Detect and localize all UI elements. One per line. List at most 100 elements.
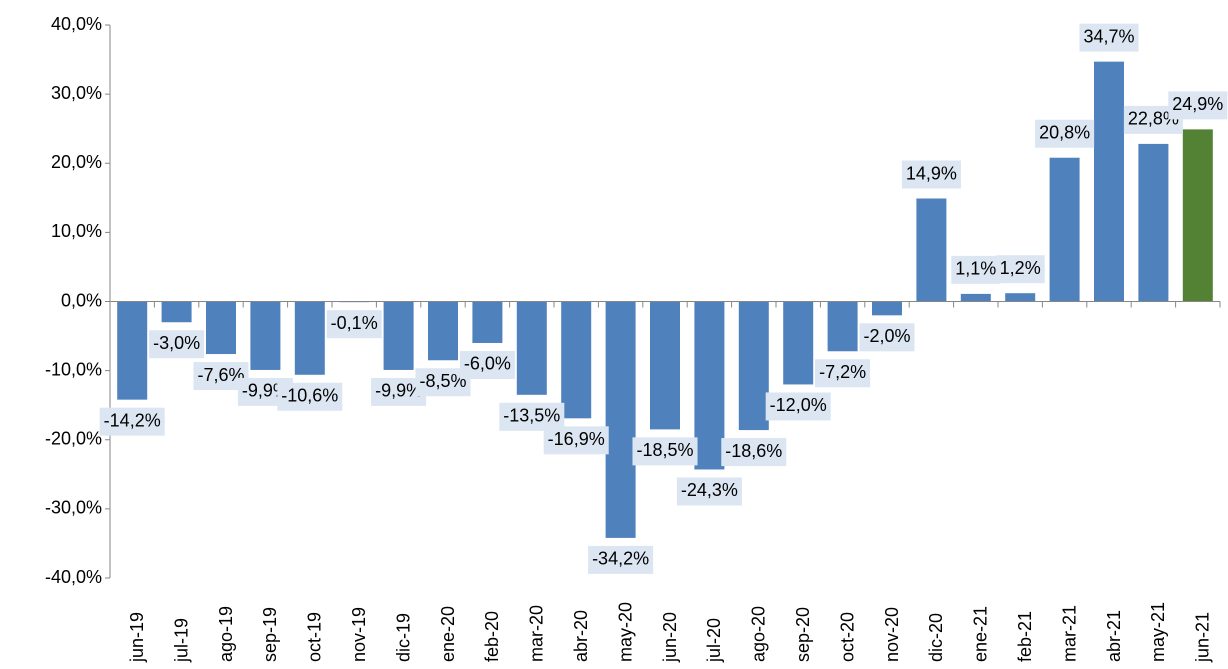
data-label: 20,8% xyxy=(1039,122,1090,142)
y-tick-label: -20,0% xyxy=(45,429,102,449)
x-tick-label: abr-20 xyxy=(571,610,591,662)
bar xyxy=(738,301,769,431)
data-label-bg xyxy=(149,330,205,359)
bar xyxy=(960,293,991,302)
data-label-bg xyxy=(588,545,654,574)
bar xyxy=(1005,293,1036,302)
y-tick-label: 10,0% xyxy=(51,221,102,241)
x-tick-label: may-20 xyxy=(615,602,635,662)
data-label: -3,0% xyxy=(153,333,200,353)
bar xyxy=(250,301,281,370)
data-label-bg xyxy=(1079,23,1139,52)
x-tick-label: oct-19 xyxy=(305,612,325,662)
x-tick-label: jun-20 xyxy=(660,612,680,663)
x-tick-label: dic-19 xyxy=(393,613,413,662)
data-label-bg xyxy=(543,426,609,455)
x-tick-label: ago-19 xyxy=(216,606,236,662)
y-tick-label: 20,0% xyxy=(51,152,102,172)
data-label: -0,1% xyxy=(331,313,378,333)
data-label: -12,0% xyxy=(770,395,827,415)
data-label-bg xyxy=(995,255,1045,284)
x-tick-label: mar-20 xyxy=(527,605,547,662)
bar xyxy=(1049,157,1080,302)
x-tick-label: nov-20 xyxy=(882,607,902,662)
x-tick-label: abr-21 xyxy=(1104,610,1124,662)
data-label: -6,0% xyxy=(464,354,511,374)
data-label: 22,8% xyxy=(1128,109,1179,129)
x-tick-label: nov-19 xyxy=(349,607,369,662)
x-tick-label: ene-20 xyxy=(438,606,458,662)
data-label: -9,9% xyxy=(242,381,289,401)
x-tick-label: jul-19 xyxy=(171,618,191,663)
x-tick-label: oct-20 xyxy=(837,612,857,662)
data-label-bg xyxy=(676,477,742,506)
data-label-bg xyxy=(326,310,382,339)
bar xyxy=(383,301,414,370)
data-label: -8,5% xyxy=(419,371,466,391)
data-label-bg xyxy=(1035,119,1095,148)
y-tick-label: 30,0% xyxy=(51,83,102,103)
bar xyxy=(428,301,458,361)
bar xyxy=(650,301,680,430)
bar xyxy=(872,301,902,316)
bar xyxy=(561,301,592,419)
x-tick-label: ene-21 xyxy=(971,606,991,662)
y-tick-label: 40,0% xyxy=(51,14,102,34)
data-label: -14,2% xyxy=(104,410,161,430)
bar xyxy=(516,301,547,395)
data-label: -9,9% xyxy=(375,381,422,401)
x-tick-label: sep-19 xyxy=(260,607,280,662)
x-tick-label: feb-21 xyxy=(1015,611,1035,662)
x-tick-label: jun-21 xyxy=(1193,612,1213,663)
data-label-bg xyxy=(951,255,1001,284)
bar xyxy=(783,301,814,385)
y-tick-label: -40,0% xyxy=(45,567,102,587)
bar xyxy=(916,198,947,302)
data-label: -24,3% xyxy=(681,480,738,500)
data-label-bg xyxy=(459,350,515,379)
data-label-bg xyxy=(901,160,961,189)
bar xyxy=(605,301,636,538)
bar xyxy=(827,301,858,352)
bar xyxy=(117,301,148,400)
bar xyxy=(161,301,192,323)
data-label: -13,5% xyxy=(503,406,560,426)
bar xyxy=(472,301,503,343)
data-label-bg xyxy=(721,438,787,467)
bar xyxy=(206,301,236,355)
data-label: -18,6% xyxy=(725,441,782,461)
data-label-bg xyxy=(277,382,343,411)
data-label-bg xyxy=(765,392,831,421)
bar xyxy=(294,301,325,375)
x-tick-label: may-21 xyxy=(1148,602,1168,662)
data-label: -10,6% xyxy=(281,386,338,406)
data-label: 24,9% xyxy=(1172,94,1223,114)
data-label-bg xyxy=(859,323,915,352)
y-tick-label: 0,0% xyxy=(61,290,102,310)
data-label: 14,9% xyxy=(906,163,957,183)
data-label: 1,1% xyxy=(955,259,996,279)
bar xyxy=(1182,129,1213,302)
bar xyxy=(1138,143,1169,302)
x-tick-label: jun-19 xyxy=(127,612,147,663)
data-label: -7,2% xyxy=(819,362,866,382)
data-label-bg xyxy=(1168,91,1228,120)
x-tick-label: ago-20 xyxy=(749,606,769,662)
x-tick-label: mar-21 xyxy=(1059,605,1079,662)
data-label: -16,9% xyxy=(548,429,605,449)
data-label: -34,2% xyxy=(592,549,649,569)
bar xyxy=(1094,61,1124,302)
y-tick-label: -10,0% xyxy=(45,359,102,379)
data-label: -7,6% xyxy=(197,365,244,385)
data-label: 1,2% xyxy=(1000,258,1041,278)
bar xyxy=(694,301,725,470)
data-label-bg xyxy=(815,359,871,388)
x-tick-label: jul-20 xyxy=(704,618,724,663)
data-label: -2,0% xyxy=(863,326,910,346)
x-tick-label: sep-20 xyxy=(793,607,813,662)
data-label-bg xyxy=(499,402,565,431)
y-tick-label: -30,0% xyxy=(45,498,102,518)
data-label-bg xyxy=(99,407,165,436)
x-tick-label: feb-20 xyxy=(482,611,502,662)
